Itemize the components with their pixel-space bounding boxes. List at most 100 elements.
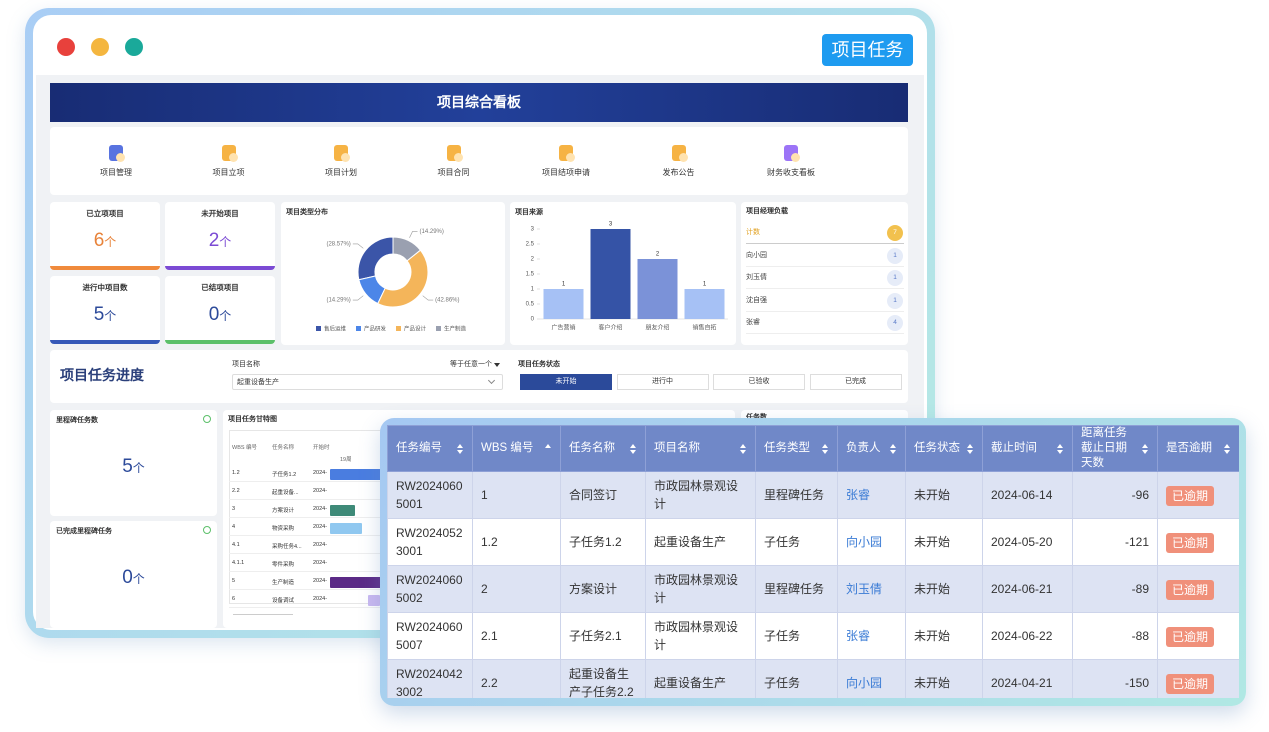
overdue-badge: 已逾期 <box>1166 485 1215 506</box>
milestone-label: 里程碑任务数 <box>56 417 98 424</box>
bar <box>543 289 584 319</box>
nav-label[interactable]: 项目合同 <box>437 168 470 177</box>
nav-label[interactable]: 项目计划 <box>325 168 357 177</box>
sort-icon <box>1057 443 1064 454</box>
stat-value-row: 0个 <box>165 304 275 330</box>
cell-text: 子任务2.1 <box>569 629 622 643</box>
cell-text: 起重设备生产子任务2.2 <box>569 667 634 698</box>
table-cell: -96 <box>1072 471 1158 519</box>
table-cell: 2024-06-21 <box>982 565 1073 613</box>
stat-card: 未开始项目 2个 <box>165 202 275 270</box>
stat-value: 6 <box>93 230 105 251</box>
status-button[interactable]: 已完成 <box>809 374 902 390</box>
header-cell[interactable]: 负责人 <box>837 425 906 472</box>
bar-value-label: 3 <box>609 222 613 228</box>
gantt-cell: 4.1.1 <box>232 560 245 566</box>
cell-text: RW20240423002 <box>396 667 463 698</box>
manager-row: 刘玉倩 1 <box>746 267 904 289</box>
status-button[interactable]: 未开始 <box>520 374 612 390</box>
table-cell: 未开始 <box>905 518 983 566</box>
gantt-scroll <box>233 614 293 615</box>
gantt-cell: 设备调试 <box>272 598 295 604</box>
select-box[interactable]: 起重设备生产 <box>232 374 503 390</box>
leader-line <box>422 295 434 301</box>
minimize-dot[interactable] <box>91 38 109 56</box>
header-cell[interactable]: 距离任务截止日期天数 <box>1072 425 1158 472</box>
milestone-card: 已完成里程碑任务 0个 <box>50 521 217 628</box>
sort-icon <box>457 443 464 454</box>
gantt-header: 开始时 <box>313 445 330 451</box>
header-cell[interactable]: 任务名称 <box>560 425 646 472</box>
sort-icon <box>967 443 974 454</box>
select-value: 起重设备生产 <box>237 379 279 386</box>
nav-icon-accent <box>791 153 800 162</box>
gantt-cell: 2024- <box>313 524 328 530</box>
cell-text: RW20240605001 <box>396 479 463 511</box>
bar <box>684 289 725 319</box>
status-button[interactable]: 已验收 <box>713 374 805 390</box>
overdue-badge: 已逾期 <box>1166 673 1215 694</box>
nav-label[interactable]: 项目结项申请 <box>542 168 590 177</box>
table-cell: 刘玉倩 <box>837 565 906 613</box>
cell-text: 市政园林景观设计 <box>654 479 739 511</box>
info-icon <box>203 526 211 534</box>
assignee-link[interactable]: 向小园 <box>846 676 883 690</box>
assignee-link[interactable]: 张睿 <box>846 488 871 502</box>
assignee-link[interactable]: 张睿 <box>846 629 871 643</box>
maximize-dot[interactable] <box>125 38 143 56</box>
table-cell: 张睿 <box>837 471 906 519</box>
slice-label: (28.57%) <box>326 242 350 248</box>
leader-line <box>352 243 364 249</box>
cell-text: RW20240605007 <box>396 620 463 652</box>
x-tick-label: 朋友介绍 <box>645 324 669 332</box>
sort-icon <box>740 443 747 454</box>
table-cell: 已逾期 <box>1157 565 1239 613</box>
table-cell: 2.2 <box>472 659 561 698</box>
table-cell: 市政园林景观设计 <box>645 471 756 519</box>
operator[interactable]: 等于任意一个 <box>450 361 492 368</box>
milestone-value: 5 <box>122 456 133 477</box>
header-cell[interactable]: 任务编号 <box>387 425 473 472</box>
legend-swatch <box>356 326 361 331</box>
header-cell[interactable]: 是否逾期 <box>1157 425 1239 472</box>
table-cell: 子任务 <box>755 518 838 566</box>
cell-text: 未开始 <box>914 676 951 690</box>
table-cell: 2024-06-14 <box>982 471 1073 519</box>
stat-label: 已结项项目 <box>201 283 239 292</box>
y-tick-label: 1 <box>531 287 535 293</box>
header-cell[interactable]: 任务类型 <box>755 425 838 472</box>
nav-label[interactable]: 项目管理 <box>100 168 132 177</box>
header-inner: 距离任务截止日期天数 <box>1081 426 1149 471</box>
close-dot[interactable] <box>57 38 75 56</box>
legend-label: 产品设计 <box>404 324 427 332</box>
header-cell[interactable]: 项目名称 <box>645 425 756 472</box>
gantt-cell: 2.2 <box>232 488 240 494</box>
header-cell[interactable]: 截止时间 <box>982 425 1073 472</box>
table-cell: 里程碑任务 <box>755 565 838 613</box>
assignee-link[interactable]: 刘玉倩 <box>846 582 883 596</box>
status-button[interactable]: 进行中 <box>616 374 709 390</box>
gantt-cell: 2024- <box>313 542 328 548</box>
sort-icon <box>545 443 552 454</box>
y-tick-label: 0 <box>531 317 535 323</box>
bar <box>637 259 678 319</box>
nav-label[interactable]: 项目立项 <box>212 168 245 177</box>
manager-count: 4 <box>887 315 903 331</box>
overdue-badge: 已逾期 <box>1166 626 1215 647</box>
stat-unit: 个 <box>104 235 117 249</box>
bar-value-label: 2 <box>656 252 660 258</box>
nav-label[interactable]: 财务收支看板 <box>767 168 815 177</box>
header-label: 任务状态 <box>914 442 960 454</box>
assignee-link[interactable]: 向小园 <box>846 535 883 549</box>
stat-label: 未开始项目 <box>201 209 239 218</box>
manager-count: 1 <box>887 270 903 286</box>
manager-count: 7 <box>887 225 903 241</box>
header-cell[interactable]: WBS 编号 <box>472 425 561 472</box>
select-chevron <box>487 376 496 385</box>
cell-text: 2024-04-21 <box>991 676 1053 690</box>
gantt-cell: 2024- <box>313 578 328 584</box>
nav-label[interactable]: 发布公告 <box>662 168 695 177</box>
cell-text: 起重设备生产 <box>654 676 727 690</box>
gantt-cell: 零件采购 <box>272 562 295 568</box>
header-cell[interactable]: 任务状态 <box>905 425 983 472</box>
